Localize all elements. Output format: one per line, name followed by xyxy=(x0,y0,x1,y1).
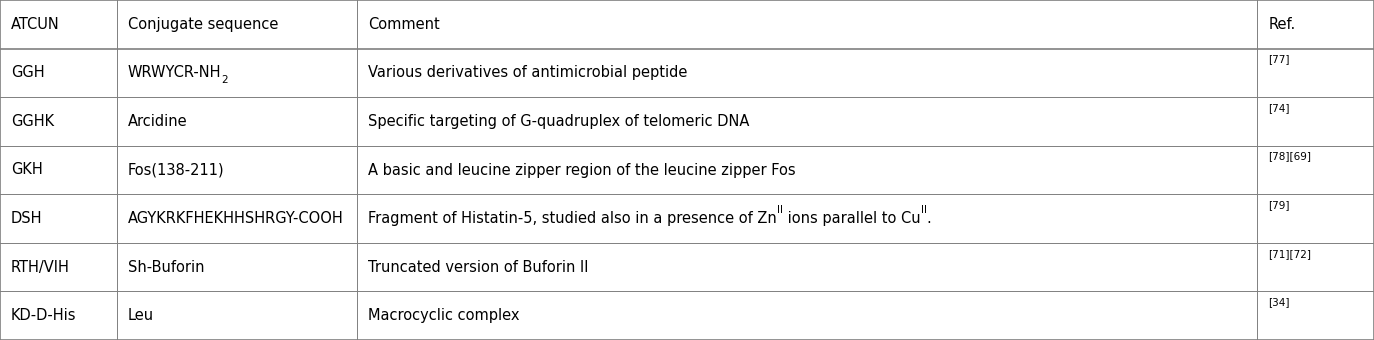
Text: II: II xyxy=(776,205,783,215)
Text: Specific targeting of G-quadruplex of telomeric DNA: Specific targeting of G-quadruplex of te… xyxy=(368,114,750,129)
Text: Macrocyclic complex: Macrocyclic complex xyxy=(368,308,519,323)
Text: Fos(138-211): Fos(138-211) xyxy=(128,163,224,177)
Text: 2: 2 xyxy=(221,75,228,85)
Text: [34]: [34] xyxy=(1268,297,1290,307)
Text: Conjugate sequence: Conjugate sequence xyxy=(128,17,278,32)
Text: Various derivatives of antimicrobial peptide: Various derivatives of antimicrobial pep… xyxy=(368,65,687,80)
Text: DSH: DSH xyxy=(11,211,43,226)
Text: GKH: GKH xyxy=(11,163,43,177)
Text: KD-D-His: KD-D-His xyxy=(11,308,77,323)
Text: [78][69]: [78][69] xyxy=(1268,152,1311,162)
Text: [79]: [79] xyxy=(1268,200,1290,210)
Text: ions parallel to Cu: ions parallel to Cu xyxy=(783,211,921,226)
Text: .: . xyxy=(926,211,932,226)
Text: A basic and leucine zipper region of the leucine zipper Fos: A basic and leucine zipper region of the… xyxy=(368,163,796,177)
Text: GGHK: GGHK xyxy=(11,114,54,129)
Text: Leu: Leu xyxy=(128,308,154,323)
Text: Comment: Comment xyxy=(368,17,440,32)
Text: Sh-Buforin: Sh-Buforin xyxy=(128,260,205,275)
Text: GGH: GGH xyxy=(11,65,44,80)
Text: ATCUN: ATCUN xyxy=(11,17,59,32)
Text: [71][72]: [71][72] xyxy=(1268,249,1311,259)
Text: Truncated version of Buforin II: Truncated version of Buforin II xyxy=(368,260,588,275)
Text: Fragment of Histatin-5, studied also in a presence of Zn: Fragment of Histatin-5, studied also in … xyxy=(368,211,776,226)
Text: AGYKRKFHEKHHSHRGY-COOH: AGYKRKFHEKHHSHRGY-COOH xyxy=(128,211,344,226)
Text: II: II xyxy=(921,205,926,215)
Text: Ref.: Ref. xyxy=(1268,17,1296,32)
Text: Arcidine: Arcidine xyxy=(128,114,187,129)
Text: [77]: [77] xyxy=(1268,54,1290,64)
Text: [74]: [74] xyxy=(1268,103,1290,113)
Text: WRWYCR-NH: WRWYCR-NH xyxy=(128,65,221,80)
Text: RTH/VIH: RTH/VIH xyxy=(11,260,70,275)
